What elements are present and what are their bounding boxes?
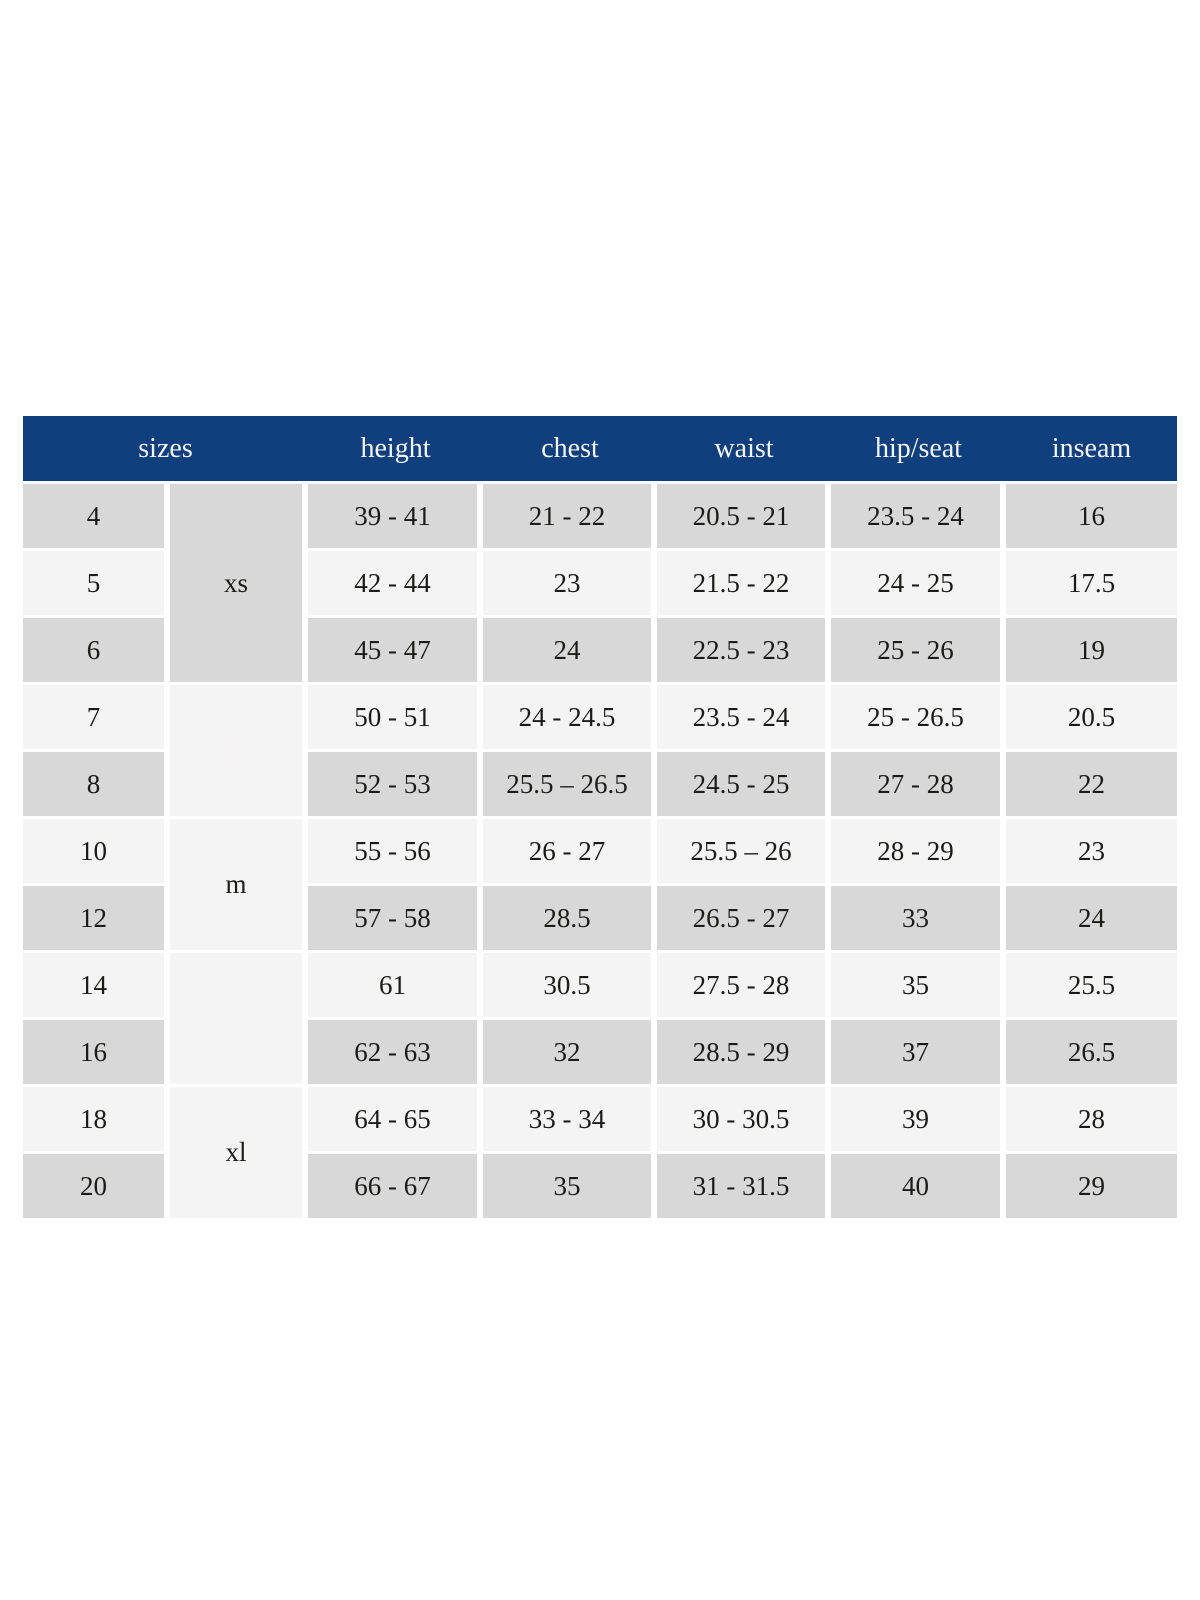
height-cell: 45 - 47 [308, 618, 483, 685]
waist-cell: 24.5 - 25 [657, 752, 831, 819]
header-height: height [308, 416, 483, 484]
table-row: 4 xs 39 - 41 21 - 22 20.5 - 21 23.5 - 24… [23, 484, 1177, 685]
chest-cell: 24 [483, 618, 657, 685]
inseam-cell: 28 [1006, 1087, 1177, 1154]
hip-seat-cell: 27 - 28 [831, 752, 1006, 819]
header-inseam: inseam [1006, 416, 1177, 484]
table-row: 8 52 - 53 25.5 – 26.5 24.5 - 25 27 - 28 … [23, 752, 1177, 819]
waist-cell: 23.5 - 24 [657, 685, 831, 752]
size-cell: 7 [23, 685, 170, 752]
height-cell: 57 - 58 [308, 886, 483, 953]
height-cell: 64 - 65 [308, 1087, 483, 1154]
chest-cell: 24 - 24.5 [483, 685, 657, 752]
inseam-cell: 22 [1006, 752, 1177, 819]
size-group-cell-xl: xl [170, 1087, 308, 1221]
waist-cell: 30 - 30.5 [657, 1087, 831, 1154]
height-cell: 42 - 44 [308, 551, 483, 618]
waist-cell: 25.5 – 26 [657, 819, 831, 886]
table-row: 7 s 50 - 51 24 - 24.5 23.5 - 24 25 - 26.… [23, 685, 1177, 819]
chest-cell: 30.5 [483, 953, 657, 1020]
inseam-cell: 29 [1006, 1154, 1177, 1221]
chest-cell: 21 - 22 [483, 484, 657, 551]
height-cell: 61 [308, 953, 483, 1020]
inseam-cell: 19 [1006, 618, 1177, 685]
hip-seat-cell: 37 [831, 1020, 1006, 1087]
size-group-cell-s: s [170, 685, 308, 819]
size-cell: 20 [23, 1154, 170, 1221]
chest-cell: 28.5 [483, 886, 657, 953]
header-sizes: sizes [23, 416, 308, 484]
height-cell: 66 - 67 [308, 1154, 483, 1221]
height-cell: 62 - 63 [308, 1020, 483, 1087]
size-cell: 4 [23, 484, 170, 551]
size-cell: 10 [23, 819, 170, 886]
hip-seat-cell: 23.5 - 24 [831, 484, 1006, 551]
table-row: 10 m 55 - 56 26 - 27 25.5 – 26 28 - 29 2… [23, 819, 1177, 953]
table-row: 14 l 61 30.5 27.5 - 28 35 25.5 [23, 953, 1177, 1087]
inseam-cell: 17.5 [1006, 551, 1177, 618]
inseam-cell: 20.5 [1006, 685, 1177, 752]
size-group-cell-xs: xs [170, 484, 308, 685]
inseam-cell: 23 [1006, 819, 1177, 886]
hip-seat-cell: 35 [831, 953, 1006, 1020]
height-cell: 52 - 53 [308, 752, 483, 819]
hip-seat-cell: 25 - 26 [831, 618, 1006, 685]
waist-cell: 22.5 - 23 [657, 618, 831, 685]
waist-cell: 27.5 - 28 [657, 953, 831, 1020]
size-cell: 5 [23, 551, 170, 618]
hip-seat-cell: 28 - 29 [831, 819, 1006, 886]
height-cell: 50 - 51 [308, 685, 483, 752]
inseam-cell: 26.5 [1006, 1020, 1177, 1087]
hip-seat-cell: 25 - 26.5 [831, 685, 1006, 752]
inseam-cell: 16 [1006, 484, 1177, 551]
table-row: 6 45 - 47 24 22.5 - 23 25 - 26 19 [23, 618, 1177, 685]
waist-cell: 31 - 31.5 [657, 1154, 831, 1221]
hip-seat-cell: 40 [831, 1154, 1006, 1221]
table-row: 16 62 - 63 32 28.5 - 29 37 26.5 [23, 1020, 1177, 1087]
header-hip-seat: hip/seat [831, 416, 1006, 484]
inseam-cell: 25.5 [1006, 953, 1177, 1020]
size-cell: 14 [23, 953, 170, 1020]
size-cell: 18 [23, 1087, 170, 1154]
header-row: sizes height chest waist hip/seat inseam [23, 416, 1177, 484]
size-cell: 12 [23, 886, 170, 953]
table-row: 20 66 - 67 35 31 - 31.5 40 29 [23, 1154, 1177, 1221]
waist-cell: 21.5 - 22 [657, 551, 831, 618]
header-chest: chest [483, 416, 657, 484]
height-cell: 39 - 41 [308, 484, 483, 551]
chest-cell: 23 [483, 551, 657, 618]
size-chart-table: sizes height chest waist hip/seat inseam… [23, 416, 1177, 1221]
table-row: 12 57 - 58 28.5 26.5 - 27 33 24 [23, 886, 1177, 953]
hip-seat-cell: 39 [831, 1087, 1006, 1154]
chest-cell: 26 - 27 [483, 819, 657, 886]
size-cell: 6 [23, 618, 170, 685]
hip-seat-cell: 33 [831, 886, 1006, 953]
chest-cell: 32 [483, 1020, 657, 1087]
table-row: 18 xl 64 - 65 33 - 34 30 - 30.5 39 28 [23, 1087, 1177, 1221]
waist-cell: 20.5 - 21 [657, 484, 831, 551]
inseam-cell: 24 [1006, 886, 1177, 953]
header-waist: waist [657, 416, 831, 484]
chest-cell: 35 [483, 1154, 657, 1221]
size-group-cell-l: l [170, 953, 308, 1087]
size-group-cell-m: m [170, 819, 308, 953]
chest-cell: 33 - 34 [483, 1087, 657, 1154]
waist-cell: 28.5 - 29 [657, 1020, 831, 1087]
chest-cell: 25.5 – 26.5 [483, 752, 657, 819]
height-cell: 55 - 56 [308, 819, 483, 886]
waist-cell: 26.5 - 27 [657, 886, 831, 953]
size-cell: 8 [23, 752, 170, 819]
size-cell: 16 [23, 1020, 170, 1087]
hip-seat-cell: 24 - 25 [831, 551, 1006, 618]
table-row: 5 42 - 44 23 21.5 - 22 24 - 25 17.5 [23, 551, 1177, 618]
